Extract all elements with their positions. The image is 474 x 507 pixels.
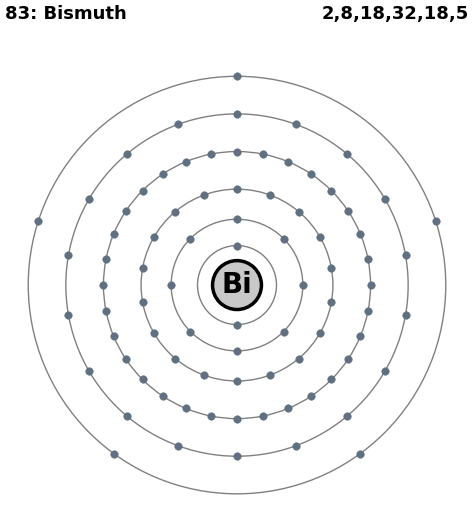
Text: 2,8,18,32,18,5: 2,8,18,32,18,5 <box>322 5 469 23</box>
Circle shape <box>212 261 262 309</box>
Text: 83: Bismuth: 83: Bismuth <box>5 5 127 23</box>
Text: Bi: Bi <box>222 271 252 299</box>
